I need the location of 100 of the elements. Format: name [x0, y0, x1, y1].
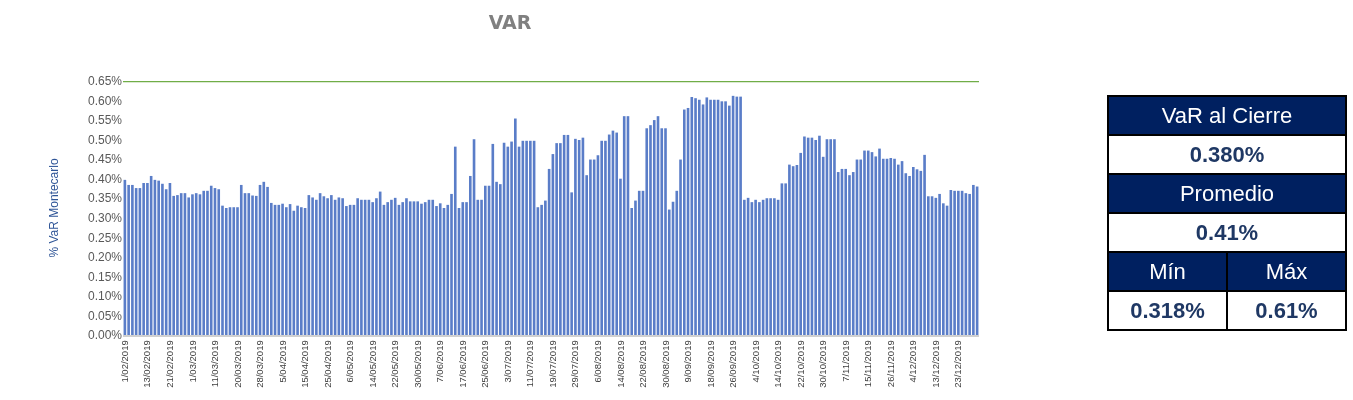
bar: [431, 199, 435, 335]
x-tick-label: 25/04/2019: [321, 340, 333, 388]
y-tick-label: 0.50%: [87, 132, 123, 147]
x-tick-label: 7/06/2019: [434, 340, 446, 383]
y-tick-label: 0.35%: [87, 191, 123, 206]
y-tick-label: 0.40%: [87, 171, 123, 186]
bar: [709, 99, 712, 335]
bar: [829, 139, 833, 335]
bar: [938, 193, 941, 335]
bar: [401, 202, 405, 335]
bar: [878, 148, 881, 335]
bar: [179, 193, 183, 335]
bar: [697, 99, 701, 335]
x-tick-label: 11/03/2019: [209, 340, 221, 388]
bar: [540, 204, 543, 335]
bar: [300, 207, 303, 335]
bar: [311, 197, 314, 335]
bar: [803, 136, 806, 335]
bar: [296, 205, 299, 335]
bar: [277, 204, 281, 335]
bar: [754, 199, 757, 335]
bar: [202, 190, 206, 335]
x-tick-label: 15/11/2019: [862, 340, 874, 388]
bar: [724, 101, 727, 335]
x-tick-label: 6/05/2019: [344, 340, 356, 383]
bar: [637, 190, 641, 335]
y-tick-label: 0.00%: [87, 328, 123, 343]
bar: [713, 99, 716, 335]
bar: [529, 140, 532, 335]
bar: [739, 96, 742, 335]
bar: [326, 198, 329, 335]
bar: [161, 183, 164, 335]
bar: [330, 195, 333, 335]
text: Mín: [1108, 252, 1227, 291]
bar: [911, 166, 915, 335]
bar: [251, 195, 254, 335]
bar: [281, 203, 284, 335]
x-tick-label: 30/08/2019: [659, 340, 671, 388]
bar: [607, 134, 611, 335]
x-tick-label: 23/12/2019: [952, 340, 964, 388]
bar: [652, 120, 656, 335]
bar: [893, 158, 896, 335]
y-tick-label: 0.60%: [87, 93, 123, 108]
y-tick-label: 0.20%: [87, 250, 123, 265]
x-tick-label: 11/07/2019: [524, 340, 536, 388]
bar: [176, 195, 179, 335]
x-tick-label: 1/03/2019: [186, 340, 198, 383]
text: VaR al Cierre: [1108, 96, 1346, 135]
bar: [622, 116, 626, 335]
bar: [889, 157, 893, 335]
x-tick-label: 4/10/2019: [749, 340, 761, 383]
y-tick-label: 0.15%: [87, 269, 123, 284]
bar: [356, 198, 359, 335]
bar: [461, 202, 465, 335]
x-tick-label: 29/07/2019: [569, 340, 581, 388]
bar: [615, 132, 619, 335]
bar: [224, 208, 228, 335]
bar: [769, 198, 772, 335]
bar: [814, 140, 817, 335]
bar: [682, 109, 686, 335]
bar: [341, 198, 344, 335]
text: 0.41%: [1108, 213, 1346, 252]
y-tick-label: 0.55%: [87, 113, 123, 128]
bar: [758, 202, 761, 335]
x-tick-label: 26/09/2019: [727, 340, 739, 388]
x-tick-label: 15/04/2019: [299, 340, 311, 388]
y-tick-label: 0.45%: [87, 152, 123, 167]
y-axis-title: % VaR Montecarlo: [47, 158, 62, 258]
x-tick-label: 1/02/2019: [118, 340, 130, 383]
bar: [844, 168, 848, 335]
bar: [972, 184, 975, 335]
bar: [514, 118, 517, 335]
bar: [525, 140, 528, 335]
bar: [393, 197, 397, 335]
bar: [416, 201, 420, 335]
y-tick-label: 0.25%: [87, 230, 123, 245]
bar: [788, 164, 791, 335]
y-tick-label: 0.65%: [87, 74, 123, 89]
text: 0.318%: [1108, 291, 1227, 330]
bar: [453, 146, 457, 335]
bar: [247, 193, 251, 335]
x-tick-label: 21/02/2019: [164, 340, 176, 388]
bar: [194, 193, 198, 335]
bar: [953, 190, 956, 335]
x-tick-label: 30/05/2019: [411, 340, 423, 388]
bar: [705, 97, 709, 335]
bar: [491, 143, 495, 335]
x-tick-label: 26/11/2019: [884, 340, 896, 388]
bar: [405, 198, 408, 335]
bar: [142, 182, 145, 335]
bar: [360, 199, 363, 335]
y-tick-label: 0.10%: [87, 289, 123, 304]
bar: [694, 98, 697, 335]
x-tick-label: 19/07/2019: [546, 340, 558, 388]
bar: [420, 203, 423, 335]
bar: [408, 201, 412, 335]
bar: [209, 185, 213, 335]
bar: [157, 180, 160, 335]
x-tick-label: 28/03/2019: [254, 340, 266, 388]
x-tick-label: 3/07/2019: [501, 340, 513, 383]
